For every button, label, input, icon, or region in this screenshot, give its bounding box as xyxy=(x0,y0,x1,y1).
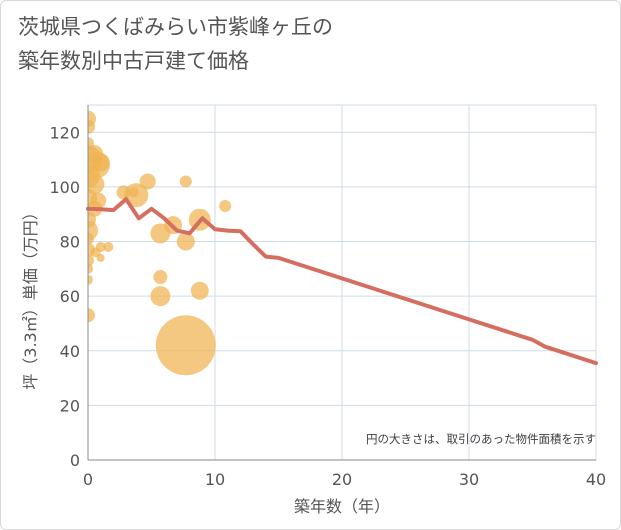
bubble-point xyxy=(88,119,95,134)
bubble-point xyxy=(150,286,171,307)
bubble-series xyxy=(88,110,232,376)
y-tick-label: 80 xyxy=(60,233,80,252)
chart-note: 円の大きさは、取引のあった物件面積を示す xyxy=(366,432,596,446)
bubble-point xyxy=(88,274,93,285)
bubble-point xyxy=(88,308,95,323)
bubble-point xyxy=(88,254,94,267)
bubble-point xyxy=(190,281,209,300)
bubble-point xyxy=(91,153,110,172)
bubble-point xyxy=(219,200,232,213)
y-tick-label: 0 xyxy=(70,451,80,470)
bubble-point xyxy=(88,174,105,195)
x-tick-label: 30 xyxy=(459,470,479,489)
chart-title: 茨城県つくばみらい市紫峰ヶ丘の 築年数別中古戸建て価格 xyxy=(18,10,333,78)
x-tick-label: 10 xyxy=(205,470,225,489)
bubble-point xyxy=(103,242,114,252)
bubble-point xyxy=(96,253,105,262)
y-tick-label: 60 xyxy=(60,287,80,306)
bubble-point xyxy=(90,192,107,209)
bubble-point xyxy=(155,315,216,376)
bubble-point xyxy=(88,232,94,245)
trend-line xyxy=(86,197,598,366)
bubble-point xyxy=(139,173,156,190)
y-tick-label: 20 xyxy=(60,396,80,415)
x-tick-label: 20 xyxy=(332,470,352,489)
bubble-point xyxy=(153,270,168,285)
x-tick-label: 40 xyxy=(586,470,606,489)
chart-title-line-2: 築年数別中古戸建て価格 xyxy=(18,49,249,73)
y-tick-label: 100 xyxy=(49,178,80,197)
trend-series xyxy=(86,197,598,366)
x-tick-label: 0 xyxy=(83,470,93,489)
x-axis-label: 築年数（年） xyxy=(294,497,390,516)
bubble-point xyxy=(95,242,106,252)
y-tick-label: 120 xyxy=(49,123,80,142)
bubble-point xyxy=(179,175,192,188)
bubble-point xyxy=(124,183,149,208)
chart-title-line-1: 茨城県つくばみらい市紫峰ヶ丘の xyxy=(18,15,333,39)
y-tick-label: 40 xyxy=(60,342,80,361)
bubble-point xyxy=(88,263,93,274)
bubble-point xyxy=(176,232,195,251)
axes: 0 20 40 60 80 100 120 0 10 20 30 40 xyxy=(49,105,606,489)
y-axis-label: 坪（3.3㎡）単価（万円） xyxy=(21,204,40,389)
